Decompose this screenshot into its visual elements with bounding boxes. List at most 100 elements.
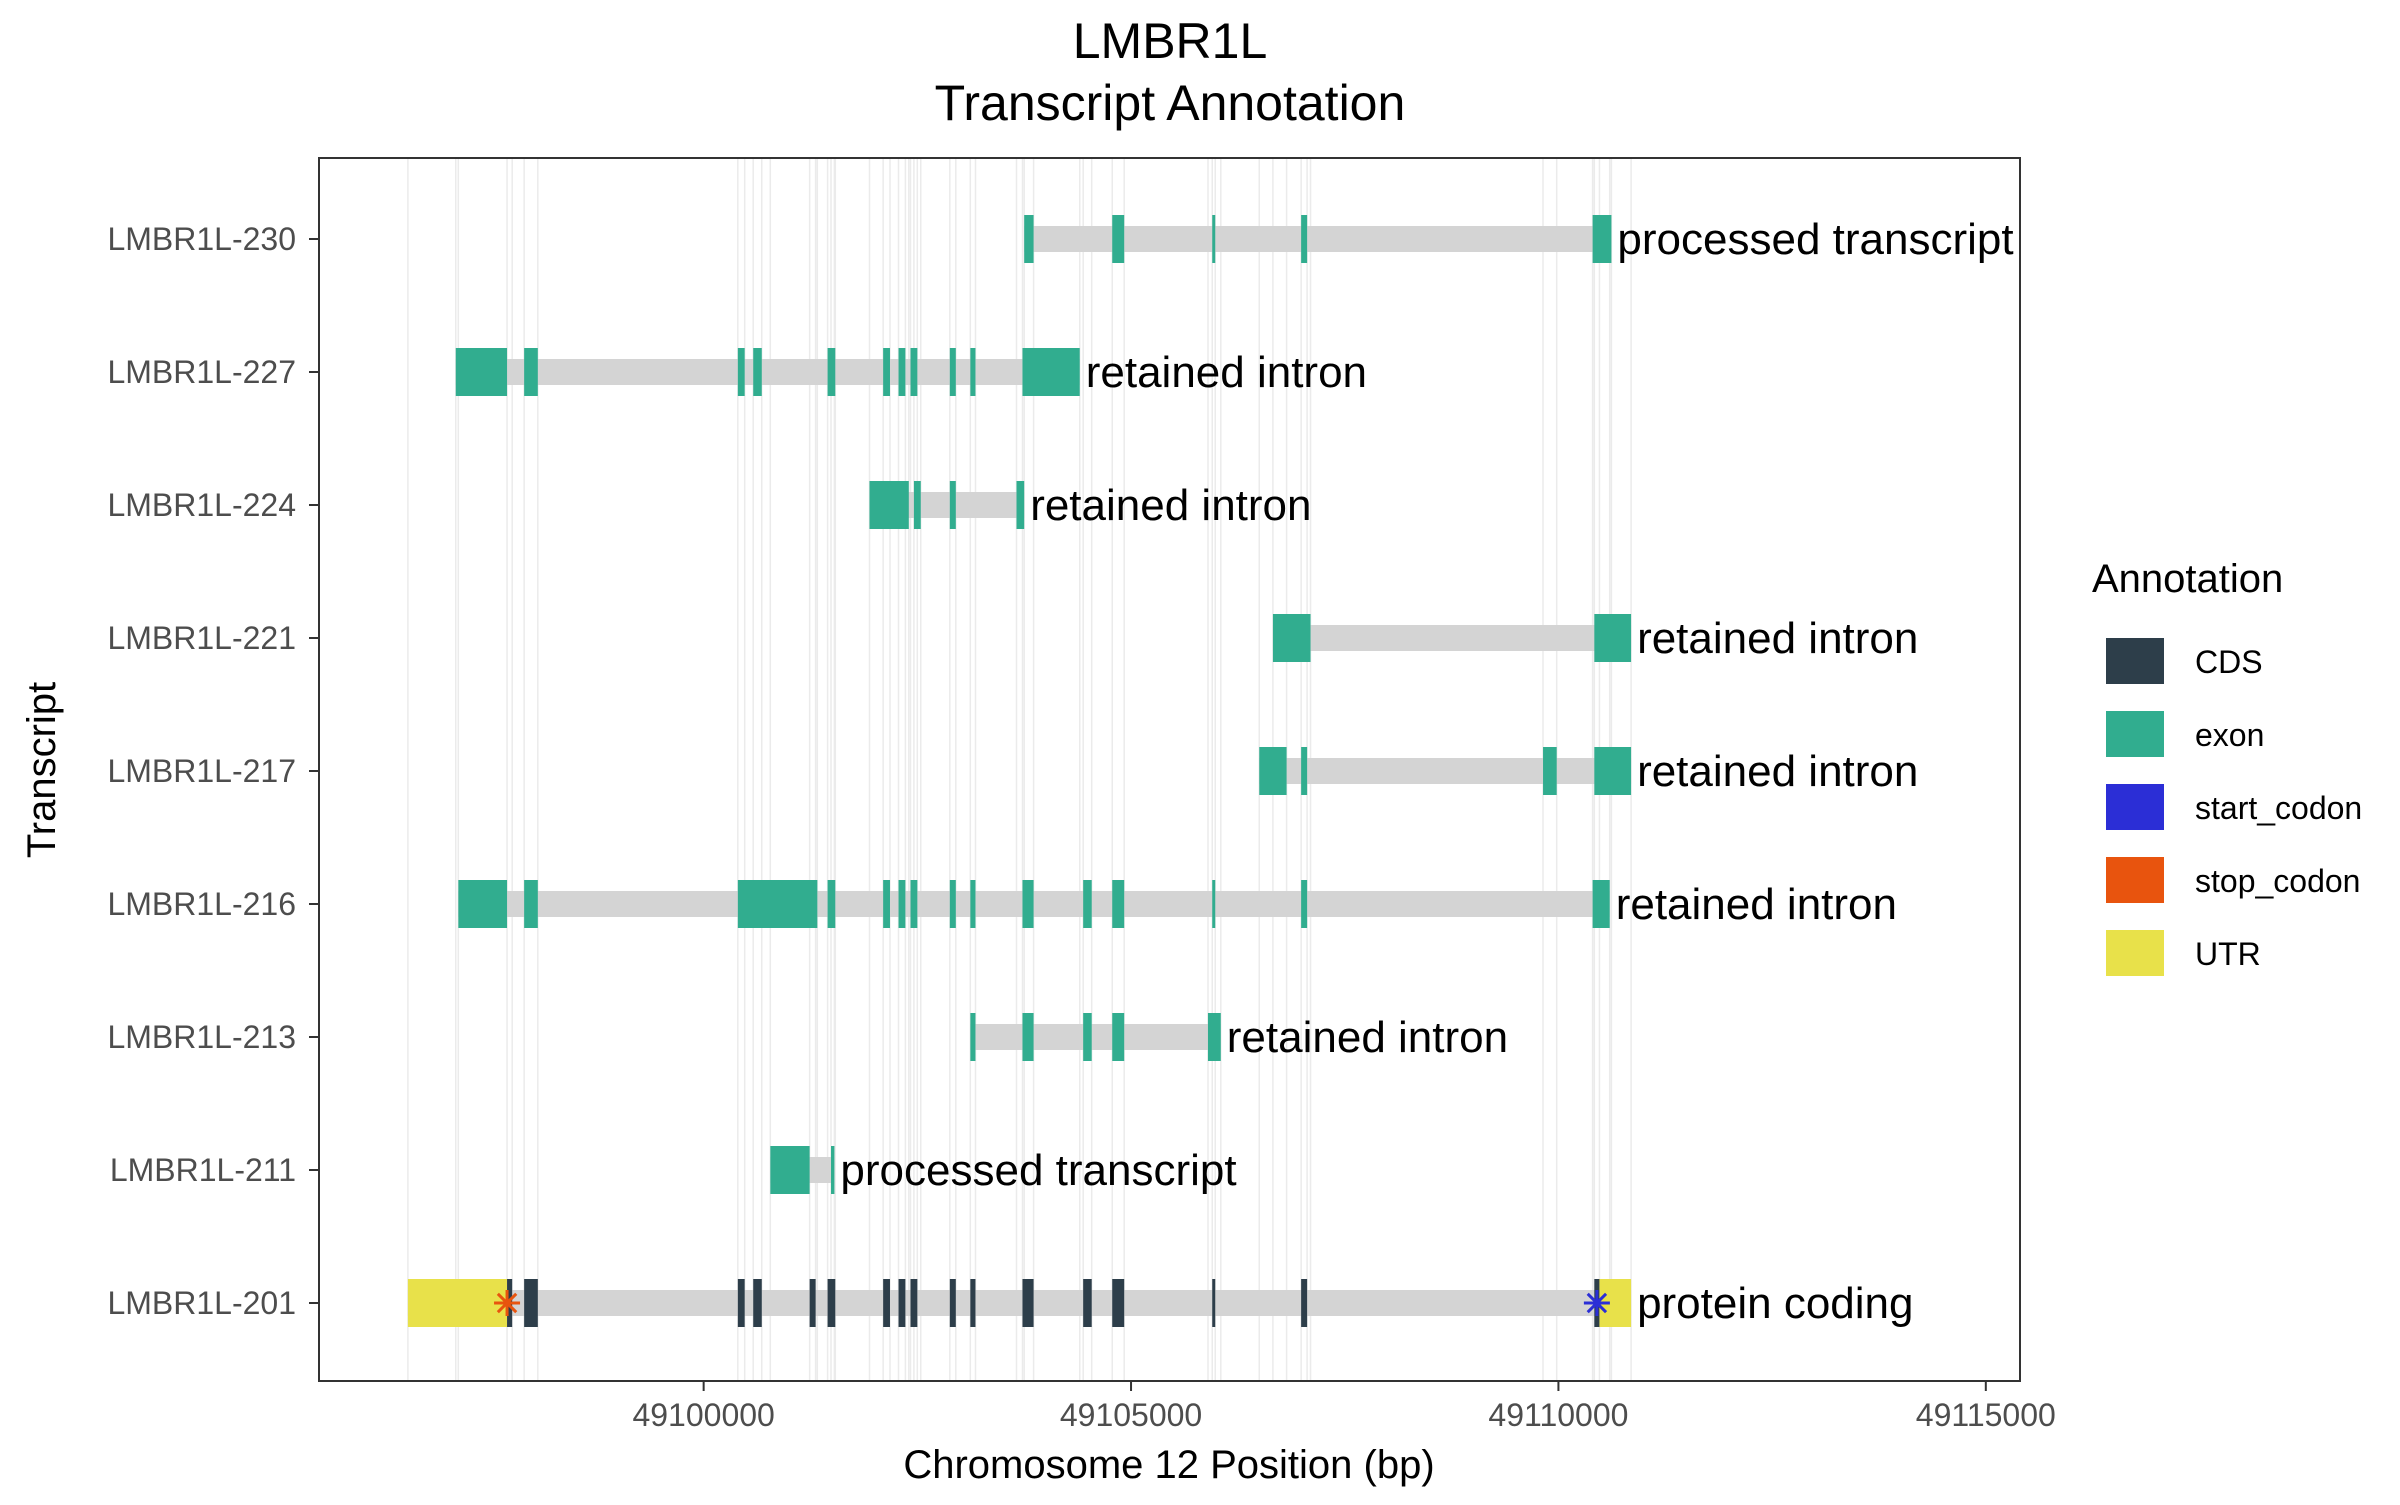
exon-block	[1592, 880, 1610, 928]
legend-swatch-stop-codon	[2106, 857, 2164, 903]
exon-block	[910, 880, 918, 928]
cds-block	[949, 1279, 956, 1327]
transcript-lmbr1l-227: retained intron	[455, 348, 1367, 397]
biotype-label: processed transcript	[1617, 215, 2013, 264]
legend-swatch-utr	[2106, 930, 2164, 976]
exon-block	[970, 880, 976, 928]
exon-block	[869, 481, 909, 529]
biotype-label: retained intron	[1086, 348, 1367, 397]
axes: LMBR1L-230 LMBR1L-227 LMBR1L-224 LMBR1L-221…	[107, 221, 2055, 1433]
exon-block	[1083, 880, 1092, 928]
intron-bar	[407, 1290, 1632, 1316]
y-tick-label: LMBR1L-201	[107, 1285, 296, 1321]
transcript-tracks: processed transcript retained intron retai…	[407, 215, 2014, 1328]
cds-block	[827, 1279, 836, 1327]
biotype-label: protein coding	[1637, 1279, 1913, 1328]
legend-label: exon	[2195, 717, 2264, 753]
intron-bar	[1259, 758, 1632, 784]
stop-codon-marker	[494, 1290, 521, 1316]
y-tick-label: LMBR1L-224	[107, 487, 296, 523]
exon-block	[949, 348, 956, 396]
biotype-label: retained intron	[1616, 880, 1897, 929]
intron-bar	[458, 891, 1610, 917]
y-tick-label: LMBR1L-213	[107, 1019, 296, 1055]
exon-block	[770, 1146, 810, 1194]
transcript-lmbr1l-211: processed transcript	[770, 1146, 1237, 1195]
exon-block	[831, 1146, 835, 1194]
legend-label: stop_codon	[2195, 863, 2360, 899]
y-tick-label: LMBR1L-217	[107, 753, 296, 789]
legend-swatch-cds	[2106, 638, 2164, 684]
y-tick-label: LMBR1L-230	[107, 221, 296, 257]
cds-block	[898, 1279, 906, 1327]
exon-block	[949, 481, 956, 529]
exon-block	[913, 481, 921, 529]
exon-block	[753, 348, 762, 396]
cds-block	[1022, 1279, 1034, 1327]
cds-block	[1083, 1279, 1092, 1327]
chart-subtitle: Transcript Annotation	[935, 75, 1406, 131]
legend: Annotation CDS exon start_codon stop_codon U…	[2092, 557, 2362, 976]
biotype-label: retained intron	[1637, 614, 1918, 663]
exon-block	[1083, 1013, 1092, 1061]
cds-block	[1112, 1279, 1125, 1327]
exon-block	[1212, 215, 1216, 263]
legend-label: UTR	[2195, 936, 2261, 972]
legend-swatch-start-codon	[2106, 784, 2164, 830]
exon-block	[910, 348, 918, 396]
exon-block	[458, 880, 508, 928]
x-axis-title: Chromosome 12 Position (bp)	[903, 1443, 1434, 1487]
exon-block	[1112, 880, 1125, 928]
exon-block	[970, 348, 976, 396]
exon-block	[1112, 215, 1125, 263]
utr-block	[407, 1279, 508, 1327]
x-tick-label: 49115000	[1916, 1397, 2056, 1433]
legend-label: CDS	[2195, 644, 2263, 680]
exon-block	[1594, 747, 1632, 795]
plot-panel-border	[318, 157, 2021, 1382]
exon-block	[524, 880, 538, 928]
legend-label: start_codon	[2195, 790, 2362, 826]
exon-block	[1022, 348, 1080, 396]
legend-title: Annotation	[2092, 557, 2283, 601]
exon-block	[1272, 614, 1311, 662]
exon-block	[455, 348, 508, 396]
exon-block	[1543, 747, 1557, 795]
exon-block	[1594, 614, 1632, 662]
y-tick-label: LMBR1L-221	[107, 620, 296, 656]
biotype-label: retained intron	[1227, 1013, 1508, 1062]
y-tick-label: LMBR1L-227	[107, 354, 296, 390]
exon-block	[949, 880, 956, 928]
exon-block	[827, 348, 836, 396]
y-tick-label: LMBR1L-211	[110, 1152, 296, 1188]
exon-block	[898, 348, 906, 396]
exon-block	[1112, 1013, 1125, 1061]
transcript-lmbr1l-213: retained intron	[970, 1013, 1508, 1062]
biotype-label: processed transcript	[840, 1146, 1236, 1195]
exon-block	[1212, 880, 1216, 928]
intron-bar	[1272, 625, 1632, 651]
exon-block	[1592, 215, 1612, 263]
exon-block	[898, 880, 906, 928]
exon-block	[1016, 481, 1025, 529]
exon-block	[737, 348, 745, 396]
legend-swatch-exon	[2106, 711, 2164, 757]
exon-block	[1024, 215, 1034, 263]
exon-block	[737, 880, 818, 928]
exon-block	[524, 348, 538, 396]
exon-block	[1259, 747, 1287, 795]
biotype-label: retained intron	[1030, 481, 1311, 530]
cds-block	[524, 1279, 538, 1327]
exon-block	[1022, 1013, 1034, 1061]
exon-block	[1301, 880, 1308, 928]
cds-block	[1301, 1279, 1308, 1327]
transcript-lmbr1l-224: retained intron	[869, 481, 1311, 530]
cds-block	[970, 1279, 976, 1327]
exon-block	[970, 1013, 976, 1061]
transcript-lmbr1l-201: protein coding	[407, 1279, 1913, 1328]
x-tick-label: 49110000	[1488, 1397, 1628, 1433]
transcript-lmbr1l-217: retained intron	[1259, 747, 1918, 796]
y-axis-title: Transcript	[20, 682, 64, 858]
